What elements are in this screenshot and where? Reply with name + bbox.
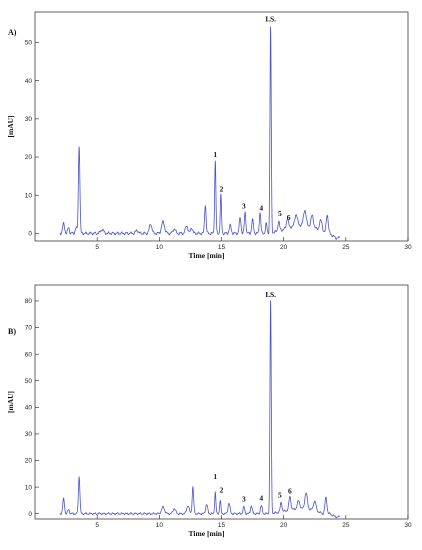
x-tick-label: 20	[280, 244, 288, 251]
peak-label: 2	[220, 184, 224, 193]
y-tick-label: 20	[25, 154, 33, 161]
y-tick-label: 0	[28, 511, 32, 518]
y-tick-label: 50	[25, 40, 33, 47]
y-tick-label: 20	[25, 458, 33, 465]
panel-label: B)	[8, 327, 16, 336]
x-tick-label: 30	[404, 522, 412, 529]
peak-label: 4	[259, 203, 263, 212]
peak-label: 4	[259, 493, 263, 502]
peak-label: I.S.	[265, 290, 276, 299]
peak-label: 3	[242, 495, 246, 504]
y-tick-label: 80	[25, 298, 33, 305]
y-tick-label: 0	[28, 231, 32, 238]
x-axis-label: Time [min]	[189, 529, 225, 538]
plot-frame	[34, 284, 409, 520]
y-axis-label: [mAU]	[6, 115, 15, 137]
peak-label: 1	[213, 472, 217, 481]
x-tick-label: 25	[342, 522, 350, 529]
peak-label: 3	[242, 202, 246, 211]
x-tick-label: 5	[95, 244, 99, 251]
x-tick-label: 20	[280, 522, 288, 529]
x-tick-label: 25	[342, 244, 350, 251]
y-tick-label: 30	[25, 116, 33, 123]
y-tick-label: 40	[25, 78, 33, 85]
y-tick-label: 10	[25, 192, 33, 199]
y-axis-label: [mAU]	[6, 391, 15, 413]
x-tick-label: 10	[156, 522, 164, 529]
x-tick-label: 10	[156, 244, 164, 251]
chromatogram-trace	[59, 300, 340, 519]
x-tick-label: 15	[218, 244, 226, 251]
y-tick-label: 70	[25, 325, 33, 332]
panel-label: A)	[8, 28, 17, 37]
peak-label: 2	[220, 485, 224, 494]
x-axis-label: Time [min]	[189, 251, 225, 260]
x-tick-label: 15	[218, 522, 226, 529]
peak-label: 5	[278, 491, 282, 500]
peak-label: 5	[278, 209, 282, 218]
y-tick-label: 50	[25, 378, 33, 385]
peak-label: 1	[213, 150, 217, 159]
x-tick-label: 5	[95, 522, 99, 529]
peak-label: 6	[287, 213, 291, 222]
y-tick-label: 40	[25, 405, 33, 412]
y-tick-label: 60	[25, 351, 33, 358]
y-tick-label: 10	[25, 484, 33, 491]
x-tick-label: 30	[404, 244, 412, 251]
peak-label: 6	[288, 487, 292, 496]
chromatogram-trace	[59, 26, 340, 240]
peak-label: I.S.	[265, 15, 276, 24]
y-tick-label: 30	[25, 431, 33, 438]
